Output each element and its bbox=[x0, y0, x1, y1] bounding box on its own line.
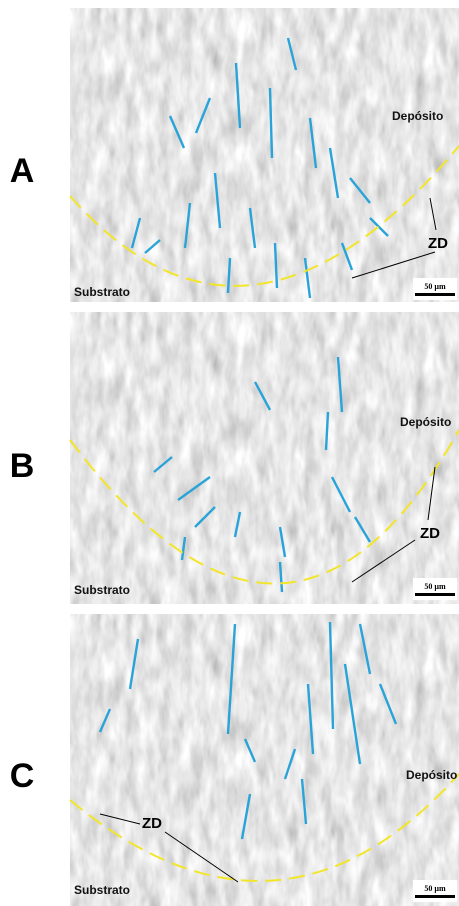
panel-letter: A bbox=[10, 152, 35, 190]
substrate-label: Substrato bbox=[74, 883, 130, 897]
deposit-label: Depósito bbox=[400, 415, 451, 429]
panel-letter: C bbox=[10, 757, 35, 795]
figure: Depósito Substrato ZD 50 µm A Depósito S… bbox=[0, 0, 459, 906]
zone-label: ZD bbox=[420, 525, 440, 542]
micrograph bbox=[70, 8, 459, 302]
scale-bar bbox=[415, 593, 455, 596]
substrate-label: Substrato bbox=[74, 285, 130, 299]
panel-letter: B bbox=[10, 447, 35, 485]
deposit-label: Depósito bbox=[406, 768, 457, 782]
panel-a: Depósito Substrato ZD 50 µm bbox=[70, 8, 459, 302]
deposit-label: Depósito bbox=[392, 109, 443, 123]
substrate-label: Substrato bbox=[74, 583, 130, 597]
scale-bar bbox=[415, 293, 455, 296]
panel-b: Depósito Substrato ZD 50 µm bbox=[70, 312, 459, 604]
micrograph bbox=[70, 312, 459, 604]
panel-c: Depósito Substrato ZD 50 µm bbox=[70, 614, 459, 906]
scale-label: 50 µm bbox=[424, 582, 446, 591]
zone-label: ZD bbox=[142, 815, 162, 832]
scale-label: 50 µm bbox=[424, 282, 446, 291]
scale-label: 50 µm bbox=[424, 884, 446, 893]
micrograph bbox=[70, 614, 459, 906]
zone-label: ZD bbox=[428, 235, 448, 252]
scale-bar bbox=[415, 895, 455, 898]
